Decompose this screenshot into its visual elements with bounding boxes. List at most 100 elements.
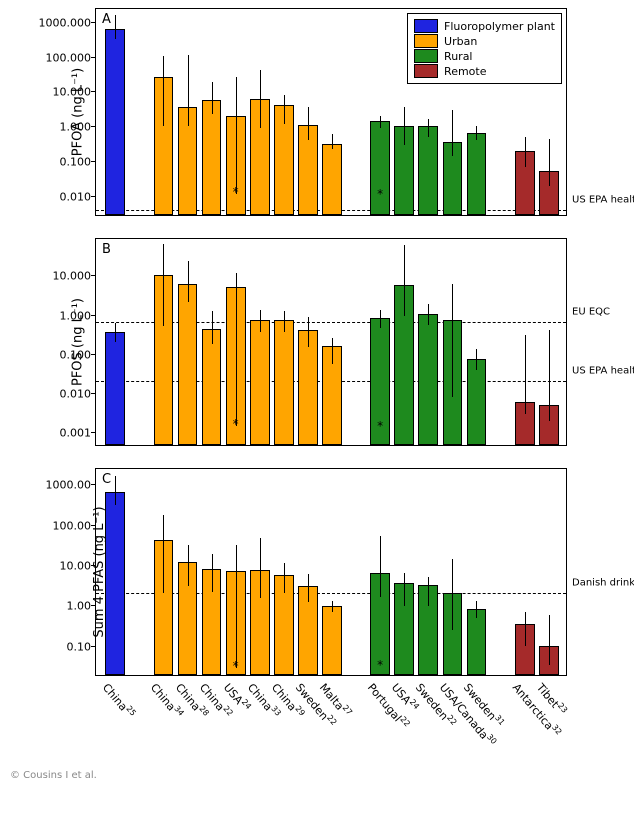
error-bar — [284, 563, 285, 593]
star-marker: * — [377, 187, 383, 201]
y-axis-label: PFOA (ng L⁻¹) — [71, 68, 86, 156]
error-bar — [163, 244, 164, 326]
error-bar — [115, 15, 116, 40]
legend-item: Rural — [414, 49, 555, 63]
x-tick-label: China25 — [100, 680, 138, 721]
legend-label: Urban — [444, 35, 477, 48]
error-bar — [236, 545, 237, 667]
star-marker: * — [233, 659, 239, 673]
error-bar — [308, 317, 309, 347]
error-bar — [332, 134, 333, 149]
error-bar — [525, 612, 526, 646]
error-bar — [525, 137, 526, 167]
error-bar — [163, 56, 164, 126]
legend: Fluoropolymer plant Urban Rural Remote — [407, 13, 562, 84]
panel-letter: C — [102, 472, 111, 487]
bar — [322, 144, 342, 215]
bar — [250, 320, 270, 445]
error-bar — [452, 110, 453, 157]
error-bar — [476, 349, 477, 369]
error-bar — [260, 538, 261, 598]
bar — [202, 329, 222, 445]
pfas-figure: **0.0100.1001.00010.000100.0001000.000US… — [0, 0, 634, 789]
legend-label: Rural — [444, 50, 472, 63]
ytick-label: 100.00 — [53, 519, 97, 532]
star-marker: * — [377, 658, 383, 672]
legend-item: Remote — [414, 64, 555, 78]
advisory-label: US EPA health advisory — [566, 194, 634, 205]
ytick-label: 0.010 — [60, 388, 97, 401]
error-bar — [404, 107, 405, 144]
error-bar — [284, 311, 285, 332]
credit: © Cousins I et al. — [0, 766, 634, 789]
error-bar — [404, 245, 405, 316]
error-bar — [212, 82, 213, 114]
star-marker: * — [377, 419, 383, 433]
error-bar — [428, 304, 429, 324]
error-bar — [212, 311, 213, 344]
error-bar — [549, 615, 550, 665]
star-marker: * — [233, 185, 239, 199]
error-bar — [212, 554, 213, 591]
error-bar — [380, 536, 381, 597]
error-bar — [260, 310, 261, 333]
bar — [467, 609, 487, 675]
error-bar — [428, 119, 429, 137]
y-axis-label: Sum 4 PFAS (ng L⁻¹) — [92, 506, 107, 637]
ytick-label: 0.001 — [60, 427, 97, 440]
error-bar — [380, 310, 381, 328]
error-bar — [308, 574, 309, 603]
error-bar — [163, 515, 164, 594]
error-bar — [284, 95, 285, 124]
error-bar — [188, 261, 189, 302]
bar — [202, 100, 222, 215]
legend-swatch — [414, 34, 438, 48]
error-bar — [332, 601, 333, 612]
error-bar — [476, 126, 477, 140]
error-bar — [308, 107, 309, 140]
bar — [322, 606, 342, 675]
ytick-label: 1000.00 — [46, 479, 97, 492]
ytick-label: 100.000 — [46, 51, 97, 64]
legend-swatch — [414, 19, 438, 33]
error-bar — [452, 559, 453, 630]
ytick-label: 0.010 — [60, 190, 97, 203]
panel-a: **0.0100.1001.00010.000100.0001000.000US… — [95, 8, 567, 216]
error-bar — [236, 273, 237, 426]
legend-item: Fluoropolymer plant — [414, 19, 555, 33]
bar — [105, 492, 125, 675]
ytick-label: 10.000 — [53, 270, 97, 283]
bar — [418, 314, 438, 445]
panel-letter: B — [102, 242, 111, 257]
error-bar — [188, 55, 189, 127]
bar — [467, 133, 487, 215]
error-bar — [188, 545, 189, 586]
error-bar — [452, 284, 453, 398]
error-bar — [549, 330, 550, 421]
legend-label: Fluoropolymer plant — [444, 20, 555, 33]
legend-label: Remote — [444, 65, 486, 78]
bar — [370, 121, 390, 215]
legend-item: Urban — [414, 34, 555, 48]
y-axis-label: PFOS (ng L⁻¹) — [71, 298, 86, 386]
bar — [178, 284, 198, 445]
bar — [418, 126, 438, 215]
advisory-label: EU EQC — [566, 306, 610, 317]
bar — [274, 320, 294, 445]
x-axis: China25China34China28China22USA24China33… — [95, 676, 567, 766]
bar — [105, 29, 125, 215]
error-bar — [380, 116, 381, 128]
error-bar — [115, 323, 116, 342]
panel-b: **0.0010.0100.1001.00010.000EU EQCUS EPA… — [95, 238, 567, 446]
bar — [467, 359, 487, 445]
ytick-label: 1000.000 — [39, 16, 97, 29]
error-bar — [404, 573, 405, 606]
error-bar — [260, 70, 261, 128]
ytick-label: 0.100 — [60, 156, 97, 169]
panel-letter: A — [102, 12, 111, 27]
advisory-label: Danish drinking water guideline — [566, 578, 634, 589]
panel-c: **0.101.0010.00100.001000.00Danish drink… — [95, 468, 567, 676]
error-bar — [476, 601, 477, 618]
error-bar — [549, 139, 550, 187]
error-bar — [236, 77, 237, 194]
